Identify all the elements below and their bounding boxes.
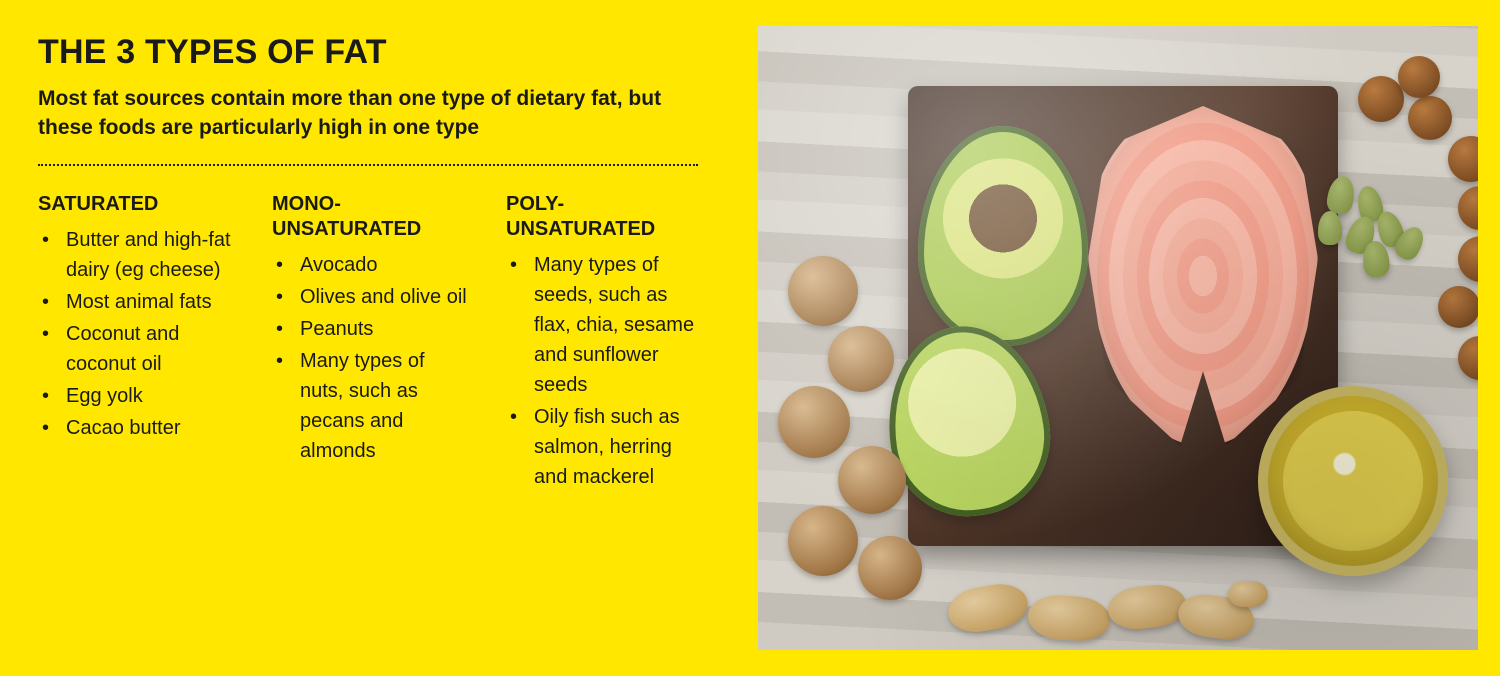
column-heading: SATURATED (38, 192, 238, 217)
walnut (778, 386, 850, 458)
photo-frame (758, 26, 1478, 650)
info-panel: THE 3 TYPES OF FAT Most fat sources cont… (0, 0, 740, 676)
column-heading: POLY-UNSATURATED (506, 192, 706, 242)
walnut (858, 536, 922, 600)
walnut (838, 446, 906, 514)
list-item: Egg yolk (38, 381, 238, 411)
hazelnut (1438, 286, 1478, 328)
column-list: Many types of seeds, such as flax, chia,… (506, 250, 706, 492)
list-item: Coconut and coconut oil (38, 319, 238, 379)
list-item: Many types of seeds, such as flax, chia,… (506, 250, 706, 400)
hazelnut (1358, 76, 1404, 122)
peanut (1228, 581, 1268, 607)
list-item: Oily fish such as salmon, herring and ma… (506, 402, 706, 492)
pumpkin-seed (1318, 211, 1342, 245)
walnut (828, 326, 894, 392)
panel-subtitle: Most fat sources contain more than one t… (38, 85, 698, 142)
walnut (788, 256, 858, 326)
peanut (1027, 593, 1112, 643)
peanut (945, 579, 1031, 636)
column-heading: MONO-UNSATURATED (272, 192, 472, 242)
oil-bowl (1258, 386, 1448, 576)
column-list: AvocadoOlives and olive oilPeanutsMany t… (272, 250, 472, 466)
list-item: Many types of nuts, such as pecans and a… (272, 346, 472, 466)
column-saturated: SATURATED Butter and high-fat dairy (eg … (38, 192, 238, 494)
hazelnut (1398, 56, 1440, 98)
list-item: Peanuts (272, 314, 472, 344)
list-item: Avocado (272, 250, 472, 280)
peanut (1106, 582, 1188, 632)
columns-container: SATURATED Butter and high-fat dairy (eg … (38, 192, 706, 494)
hazelnut (1448, 136, 1478, 182)
column-poly: POLY-UNSATURATED Many types of seeds, su… (506, 192, 706, 494)
food-photo (740, 0, 1500, 676)
list-item: Butter and high-fat dairy (eg cheese) (38, 225, 238, 285)
panel-title: THE 3 TYPES OF FAT (38, 34, 706, 71)
divider (38, 164, 698, 166)
list-item: Olives and olive oil (272, 282, 472, 312)
column-list: Butter and high-fat dairy (eg cheese)Mos… (38, 225, 238, 443)
hazelnut (1458, 186, 1478, 230)
walnut (788, 506, 858, 576)
hazelnut (1408, 96, 1452, 140)
hazelnut (1458, 336, 1478, 380)
hazelnut (1458, 236, 1478, 282)
list-item: Most animal fats (38, 287, 238, 317)
column-mono: MONO-UNSATURATED AvocadoOlives and olive… (272, 192, 472, 494)
list-item: Cacao butter (38, 413, 238, 443)
